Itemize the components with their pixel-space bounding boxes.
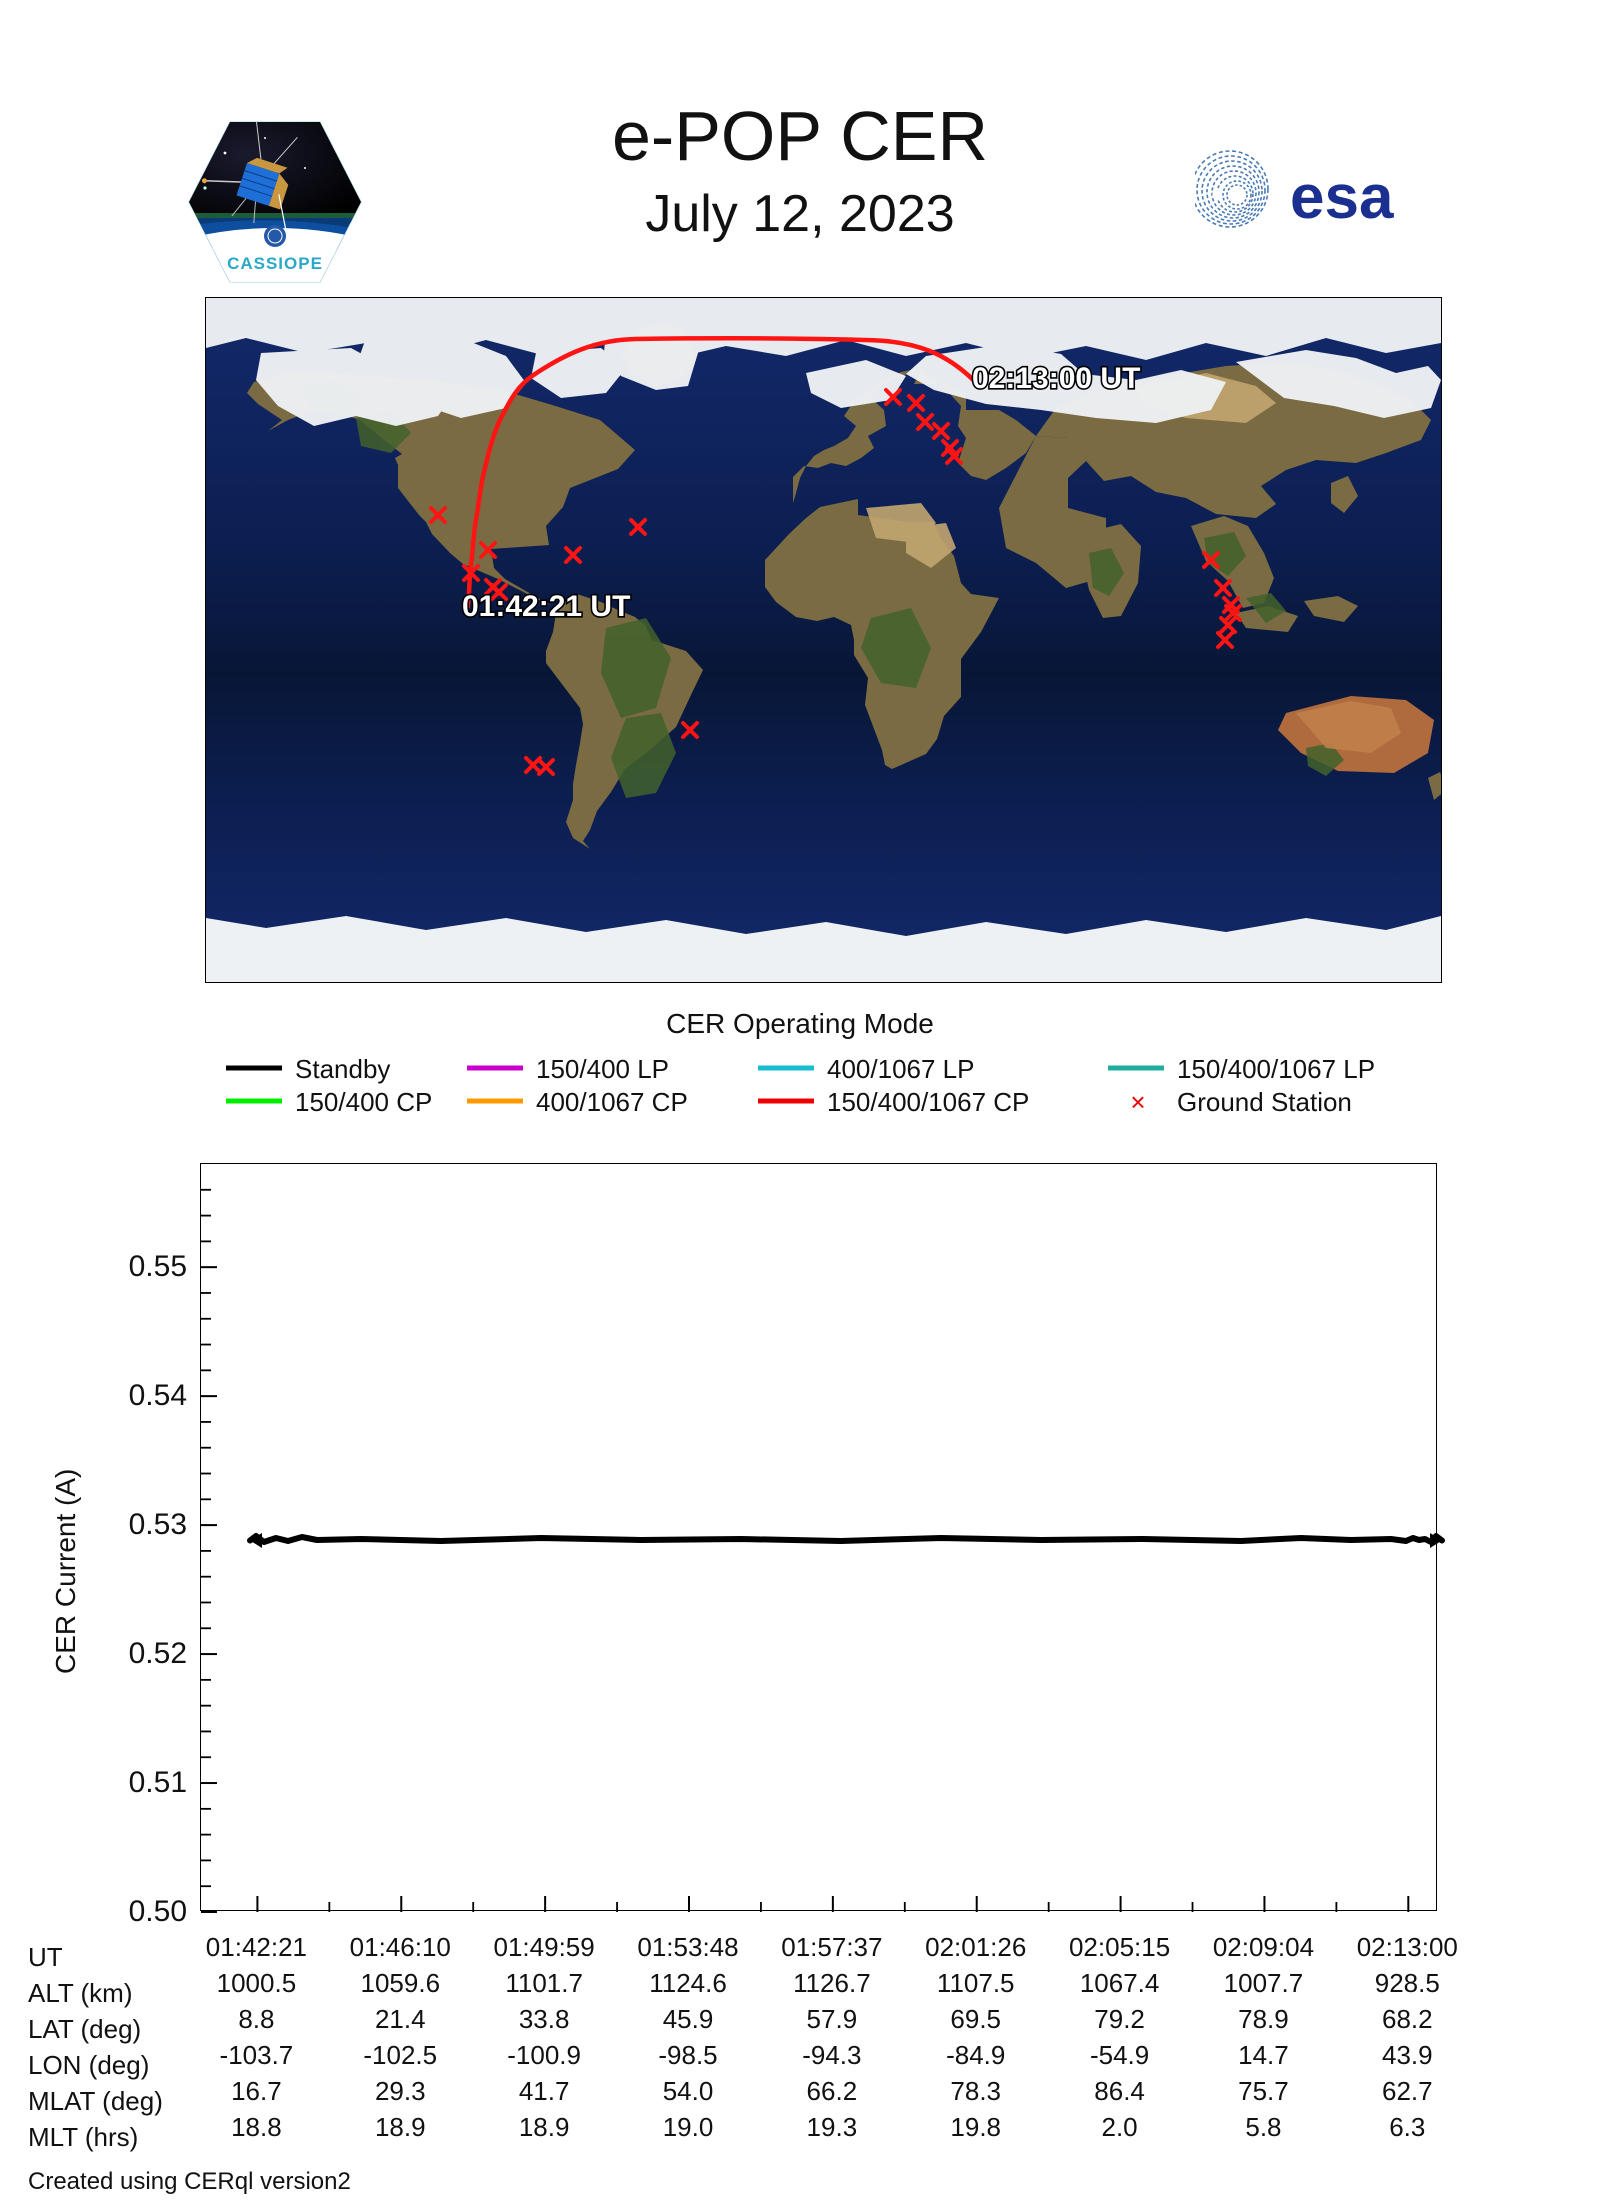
svg-text:78.9: 78.9 (1238, 2004, 1289, 2034)
svg-text:8.8: 8.8 (238, 2004, 274, 2034)
svg-text:78.3: 78.3 (950, 2076, 1001, 2106)
svg-text:1107.5: 1107.5 (937, 1968, 1015, 1998)
svg-text:57.9: 57.9 (807, 2004, 858, 2034)
svg-text:43.9: 43.9 (1382, 2040, 1433, 2070)
svg-text:19.3: 19.3 (807, 2112, 858, 2142)
svg-text:1124.6: 1124.6 (649, 1968, 727, 1998)
svg-text:2.0: 2.0 (1102, 2112, 1138, 2142)
svg-text:01:42:21: 01:42:21 (206, 1932, 307, 1962)
svg-text:54.0: 54.0 (663, 2076, 714, 2106)
svg-text:21.4: 21.4 (375, 2004, 426, 2034)
svg-text:18.8: 18.8 (231, 2112, 282, 2142)
svg-text:68.2: 68.2 (1382, 2004, 1433, 2034)
svg-text:1007.7: 1007.7 (1224, 1968, 1304, 1998)
svg-text:0.50: 0.50 (129, 1895, 187, 1928)
svg-text:33.8: 33.8 (519, 2004, 570, 2034)
svg-text:6.3: 6.3 (1389, 2112, 1425, 2142)
svg-text:45.9: 45.9 (663, 2004, 714, 2034)
svg-text:928.5: 928.5 (1375, 1968, 1440, 1998)
svg-text:14.7: 14.7 (1238, 2040, 1289, 2070)
svg-text:86.4: 86.4 (1094, 2076, 1145, 2106)
svg-text:01:42:21 UT: 01:42:21 UT (462, 590, 630, 623)
svg-text:-102.5: -102.5 (363, 2040, 437, 2070)
svg-text:0.52: 0.52 (129, 1637, 187, 1670)
svg-text:62.7: 62.7 (1382, 2076, 1433, 2106)
svg-text:CASSIOPE: CASSIOPE (227, 254, 323, 273)
svg-text:-98.5: -98.5 (658, 2040, 717, 2070)
svg-text:69.5: 69.5 (950, 2004, 1001, 2034)
svg-text:01:57:37: 01:57:37 (781, 1932, 882, 1962)
svg-text:66.2: 66.2 (807, 2076, 858, 2106)
svg-text:02:13:00: 02:13:00 (1357, 1932, 1458, 1962)
svg-text:-103.7: -103.7 (220, 2040, 294, 2070)
svg-text:18.9: 18.9 (375, 2112, 426, 2142)
svg-text:19.8: 19.8 (950, 2112, 1001, 2142)
svg-text:-54.9: -54.9 (1090, 2040, 1149, 2070)
svg-text:79.2: 79.2 (1094, 2004, 1145, 2034)
svg-text:41.7: 41.7 (519, 2076, 570, 2106)
svg-text:1000.5: 1000.5 (217, 1968, 297, 1998)
svg-text:1067.4: 1067.4 (1080, 1968, 1160, 1998)
svg-text:-94.3: -94.3 (802, 2040, 861, 2070)
svg-text:0.55: 0.55 (129, 1250, 187, 1283)
svg-text:1059.6: 1059.6 (361, 1968, 441, 1998)
svg-text:75.7: 75.7 (1238, 2076, 1289, 2106)
svg-text:01:53:48: 01:53:48 (637, 1932, 738, 1962)
svg-text:0.53: 0.53 (129, 1508, 187, 1541)
svg-text:esa: esa (1290, 163, 1394, 232)
svg-text:02:13:00 UT: 02:13:00 UT (972, 362, 1140, 395)
svg-text:18.9: 18.9 (519, 2112, 570, 2142)
svg-text:-84.9: -84.9 (946, 2040, 1005, 2070)
svg-text:-100.9: -100.9 (507, 2040, 581, 2070)
svg-text:02:01:26: 02:01:26 (925, 1932, 1026, 1962)
svg-text:1101.7: 1101.7 (505, 1968, 583, 1998)
svg-text:02:09:04: 02:09:04 (1213, 1932, 1314, 1962)
svg-text:02:05:15: 02:05:15 (1069, 1932, 1170, 1962)
svg-text:1126.7: 1126.7 (793, 1968, 871, 1998)
svg-text:01:49:59: 01:49:59 (494, 1932, 595, 1962)
svg-text:19.0: 19.0 (663, 2112, 714, 2142)
svg-text:0.51: 0.51 (129, 1766, 187, 1799)
svg-text:16.7: 16.7 (231, 2076, 282, 2106)
svg-text:0.54: 0.54 (129, 1379, 187, 1412)
svg-text:29.3: 29.3 (375, 2076, 426, 2106)
svg-text:01:46:10: 01:46:10 (350, 1932, 451, 1962)
svg-text:5.8: 5.8 (1245, 2112, 1281, 2142)
